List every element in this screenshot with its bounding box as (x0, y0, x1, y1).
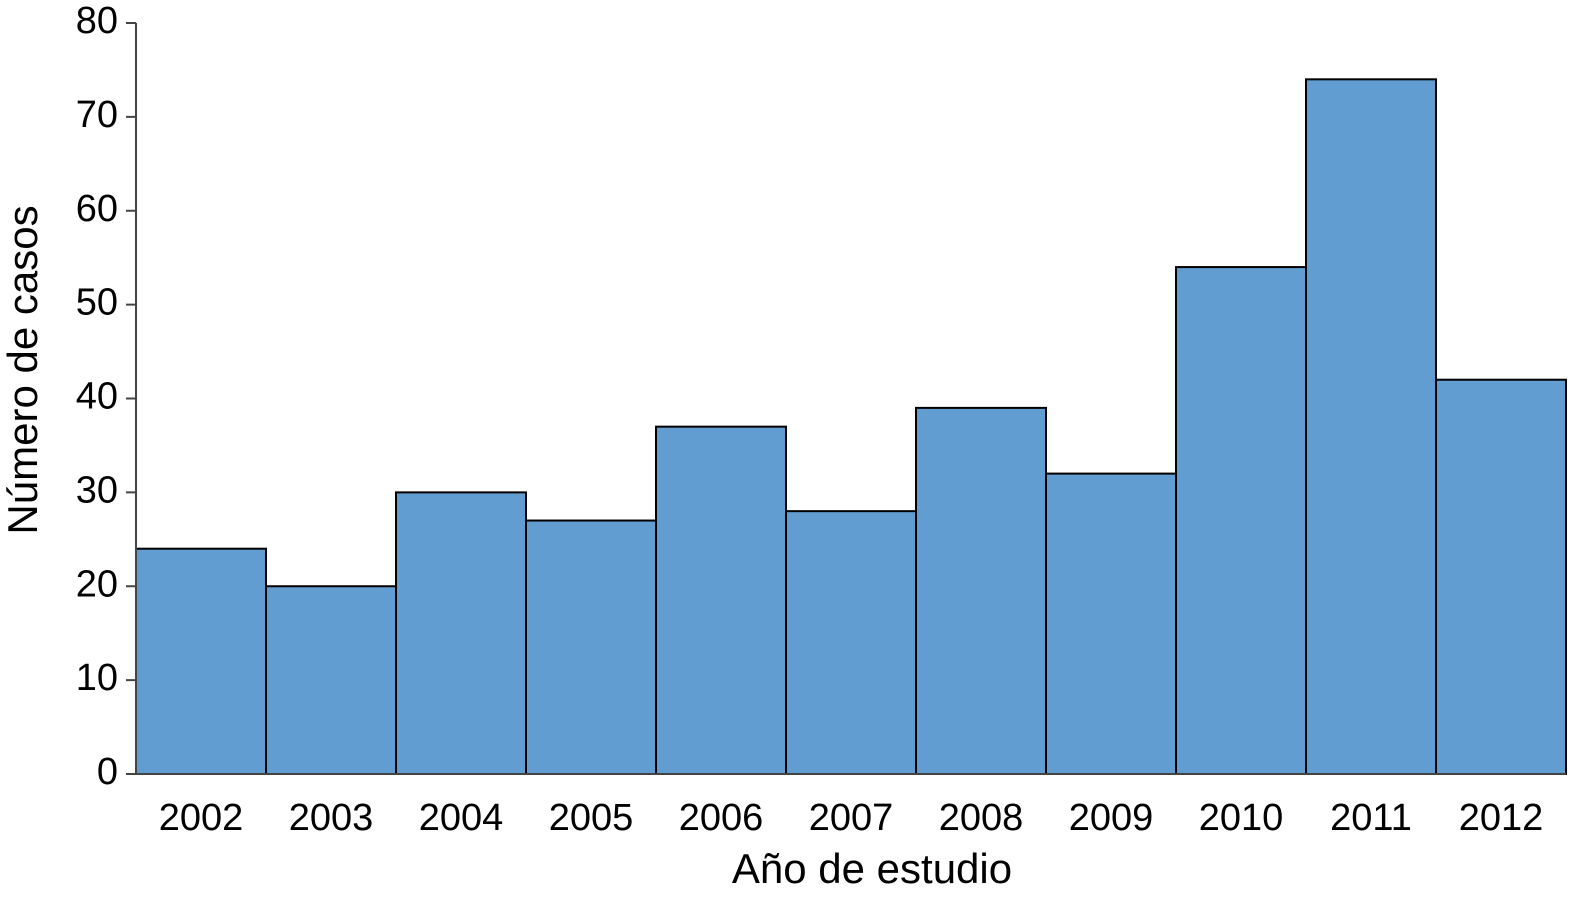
x-tick-label: 2008 (939, 797, 1024, 839)
y-tick-label: 50 (76, 282, 118, 324)
x-tick-label: 2003 (289, 797, 374, 839)
x-tick-label: 2002 (159, 797, 244, 839)
bar (655, 425, 787, 775)
bar (395, 491, 527, 775)
x-tick-label: 2005 (549, 797, 634, 839)
bar (785, 510, 917, 775)
y-tick-label: 70 (76, 94, 118, 136)
y-tick-label: 20 (76, 563, 118, 605)
x-tick-label: 2010 (1199, 797, 1284, 839)
y-tick-label: 0 (97, 751, 118, 793)
bar (265, 585, 397, 775)
bar (135, 547, 267, 776)
y-tick-label: 80 (76, 0, 118, 42)
y-tick-label: 10 (76, 657, 118, 699)
bar (1045, 472, 1177, 775)
x-axis-title: Año de estudio (732, 845, 1012, 892)
bar (1435, 378, 1567, 775)
x-tick-label: 2011 (1330, 797, 1412, 839)
x-tick-label: 2004 (419, 797, 504, 839)
x-tick-label: 2012 (1459, 797, 1544, 839)
y-tick-label: 30 (76, 469, 118, 511)
x-tick-label: 2009 (1069, 797, 1154, 839)
bar (525, 519, 657, 775)
x-tick-label: 2007 (809, 797, 894, 839)
bar (1305, 78, 1437, 775)
y-tick-label: 40 (76, 376, 118, 418)
x-tick-label: 2006 (679, 797, 764, 839)
y-axis-title: Número de casos (0, 205, 46, 534)
bar (915, 406, 1047, 775)
y-tick-label: 60 (76, 188, 118, 230)
bar (1175, 266, 1307, 775)
